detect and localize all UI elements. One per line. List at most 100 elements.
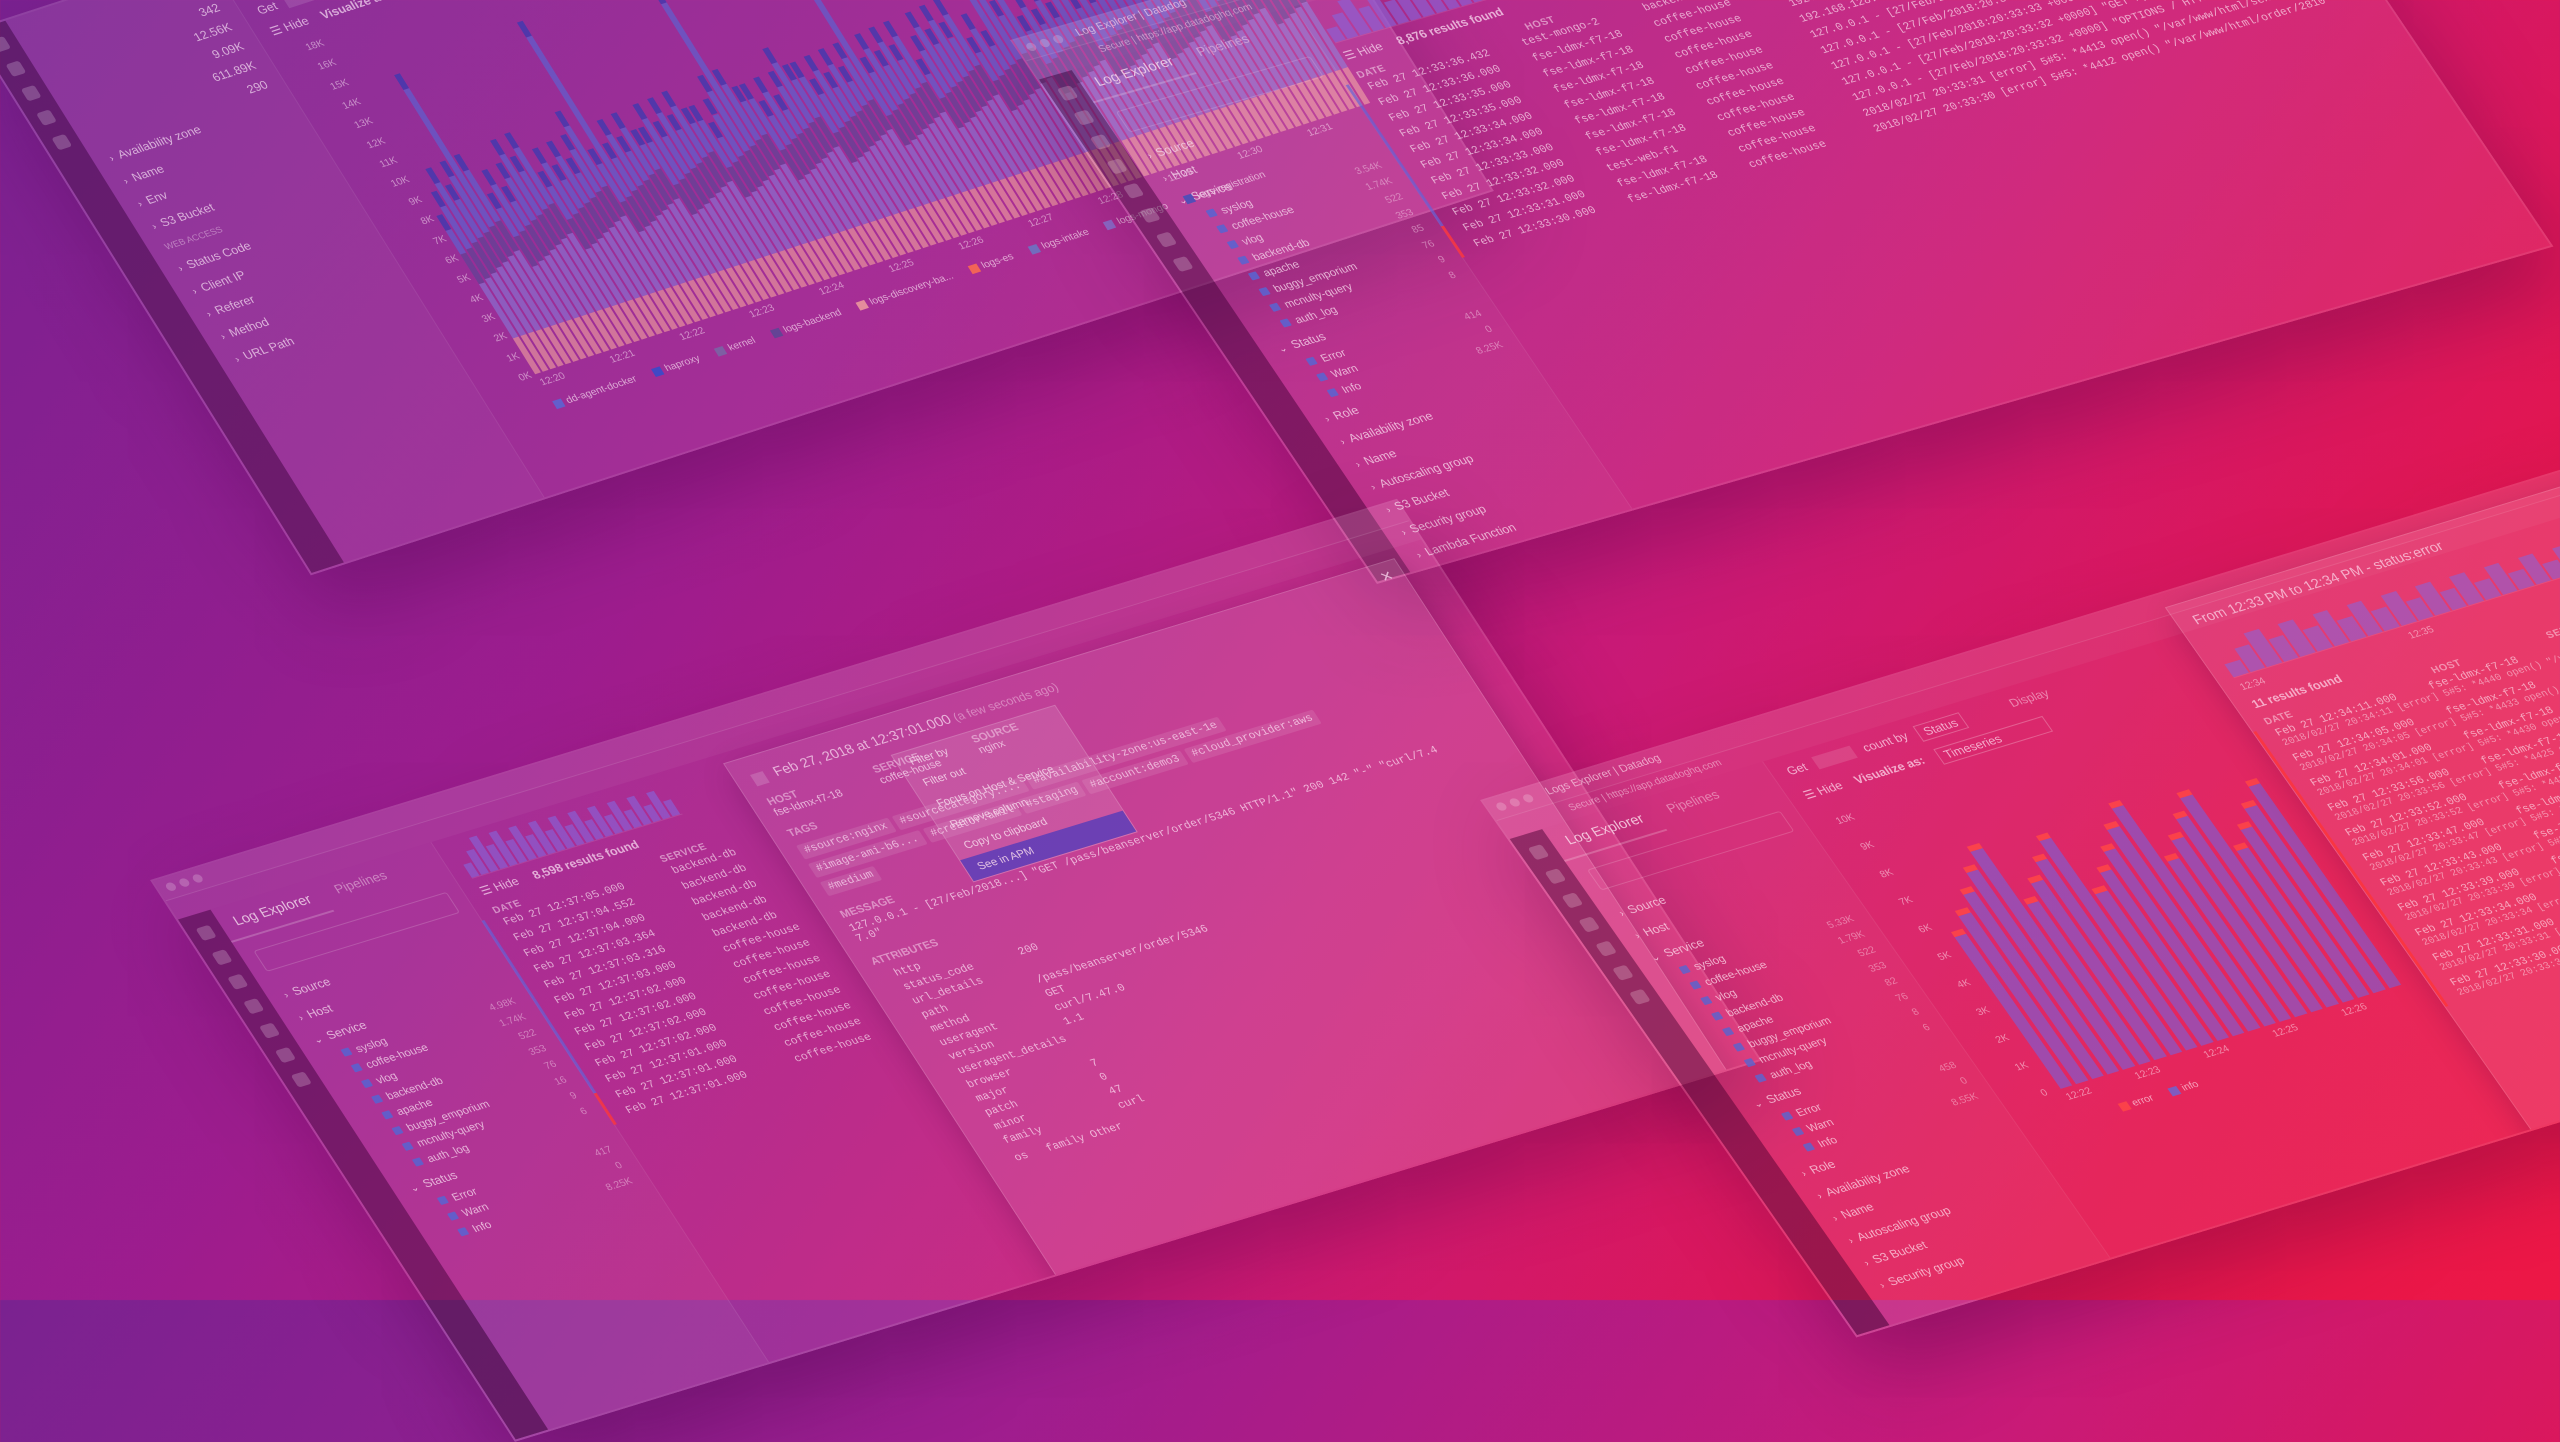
legend-item[interactable]: info <box>2167 1079 2201 1097</box>
timeseries-bar-segment <box>490 138 506 156</box>
checkbox-icon[interactable] <box>1237 255 1250 265</box>
facet-value-count: 353 <box>1866 960 1890 975</box>
checkbox-icon[interactable] <box>1305 356 1318 366</box>
nav-icon[interactable] <box>1595 940 1618 957</box>
legend-item[interactable]: kernel <box>714 335 758 357</box>
pipelines-tab[interactable]: Pipelines <box>1662 787 1723 816</box>
timeseries-bar-segment <box>753 76 769 94</box>
maximize-dot-icon[interactable] <box>190 873 205 884</box>
chevron-right-icon: › <box>1846 1236 1857 1247</box>
checkbox-icon[interactable] <box>1268 302 1282 312</box>
facet-value-count: 0 <box>613 1160 625 1172</box>
nav-icon[interactable] <box>290 1071 312 1088</box>
nav-icon[interactable] <box>1612 964 1634 981</box>
y-tick-label: 12K <box>364 135 388 151</box>
checkbox-icon[interactable] <box>1743 1057 1757 1068</box>
checkbox-icon[interactable] <box>457 1227 470 1237</box>
checkbox-icon[interactable] <box>1258 286 1271 297</box>
x-tick-label: 12:24 <box>2201 1043 2233 1061</box>
facet-value-count: 6 <box>578 1106 590 1118</box>
nav-icon[interactable] <box>5 60 27 77</box>
nav-icon[interactable] <box>20 84 42 102</box>
checkbox-icon[interactable] <box>350 1063 363 1073</box>
nav-icon[interactable] <box>1139 207 1161 224</box>
chevron-right-icon: › <box>135 199 145 210</box>
maximize-dot-icon[interactable] <box>1521 793 1536 804</box>
nav-icon[interactable] <box>1073 109 1095 126</box>
legend-item[interactable]: logs-es <box>967 251 1016 275</box>
pipelines-tab[interactable]: Pipelines <box>330 867 390 897</box>
legend-item[interactable]: haproxy <box>650 353 703 378</box>
checkbox-icon[interactable] <box>1791 1126 1805 1137</box>
nav-icon[interactable] <box>1561 892 1584 909</box>
checkbox-icon[interactable] <box>1226 239 1240 250</box>
checkbox-icon[interactable] <box>360 1078 374 1089</box>
nav-icon[interactable] <box>1578 916 1601 933</box>
checkbox-icon[interactable] <box>391 1125 404 1136</box>
nav-icon[interactable] <box>227 973 249 990</box>
nav-icon[interactable] <box>1527 844 1550 861</box>
y-tick-label: 16K <box>315 57 339 73</box>
query-group-select[interactable]: Status <box>1912 712 1970 742</box>
legend-item[interactable]: error <box>2117 1093 2156 1112</box>
y-tick-label: 9K <box>1858 839 1877 853</box>
nav-icon[interactable] <box>211 949 233 966</box>
nav-icon[interactable] <box>51 133 73 151</box>
checkbox-icon[interactable] <box>1754 1073 1767 1083</box>
timeseries-bar-segment <box>933 0 949 16</box>
close-dot-icon[interactable] <box>1494 801 1509 812</box>
maximize-dot-icon[interactable] <box>1051 34 1066 45</box>
nav-icon[interactable] <box>1089 133 1112 151</box>
checkbox-icon[interactable] <box>1721 1026 1735 1037</box>
chevron-down-icon: ⌄ <box>407 1182 422 1195</box>
status-badge <box>750 771 770 787</box>
minimize-dot-icon[interactable] <box>1037 37 1052 49</box>
query-measure-select[interactable] <box>1811 745 1859 770</box>
checkbox-icon[interactable] <box>1689 980 1702 990</box>
checkbox-icon[interactable] <box>411 1157 425 1167</box>
checkbox-icon[interactable] <box>1279 318 1292 328</box>
facet-group[interactable]: ›Status code <box>1453 572 1689 584</box>
nav-icon[interactable] <box>1155 231 1178 248</box>
checkbox-icon[interactable] <box>1205 208 1218 218</box>
checkbox-icon[interactable] <box>381 1110 394 1120</box>
checkbox-icon[interactable] <box>371 1094 384 1104</box>
checkbox-icon[interactable] <box>1780 1111 1794 1121</box>
checkbox-icon[interactable] <box>1247 271 1261 281</box>
nav-icon[interactable] <box>1106 158 1128 175</box>
nav-icon[interactable] <box>195 924 217 942</box>
checkbox-icon[interactable] <box>1732 1042 1746 1052</box>
checkbox-icon[interactable] <box>401 1141 414 1151</box>
pipelines-tab[interactable]: Pipelines <box>1192 31 1253 59</box>
checkbox-icon[interactable] <box>1216 224 1229 234</box>
timeseries-bar-segment <box>960 13 976 30</box>
timeseries-bar-segment <box>854 33 870 50</box>
x-tick-label: 12:22 <box>677 325 708 343</box>
minimize-dot-icon[interactable] <box>177 877 192 888</box>
nav-icon[interactable] <box>36 109 57 126</box>
facet-value-label: Info <box>1339 380 1365 397</box>
checkbox-icon[interactable] <box>436 1195 449 1206</box>
query-measure-select[interactable] <box>282 0 328 9</box>
checkbox-icon[interactable] <box>1802 1142 1816 1152</box>
nav-icon[interactable] <box>274 1046 297 1064</box>
log-list-window: Log Explorer | Datadog Secure | https://… <box>1010 0 2554 584</box>
close-dot-icon[interactable] <box>164 881 178 892</box>
checkbox-icon[interactable] <box>1316 372 1329 382</box>
nav-icon[interactable] <box>243 998 265 1015</box>
nav-icon[interactable] <box>258 1022 281 1039</box>
checkbox-icon[interactable] <box>1326 388 1339 398</box>
checkbox-icon[interactable] <box>1710 1011 1724 1021</box>
nav-icon[interactable] <box>0 35 12 53</box>
nav-icon[interactable] <box>1172 255 1194 273</box>
minimize-dot-icon[interactable] <box>1507 797 1522 808</box>
checkbox-icon[interactable] <box>1700 995 1713 1006</box>
nav-icon[interactable] <box>1122 182 1145 199</box>
checkbox-icon[interactable] <box>1678 964 1691 975</box>
nav-icon[interactable] <box>1628 988 1651 1005</box>
nav-icon[interactable] <box>1056 85 1079 102</box>
close-dot-icon[interactable] <box>1024 41 1039 53</box>
nav-icon[interactable] <box>1544 868 1567 885</box>
checkbox-icon[interactable] <box>340 1047 353 1057</box>
checkbox-icon[interactable] <box>446 1211 460 1221</box>
